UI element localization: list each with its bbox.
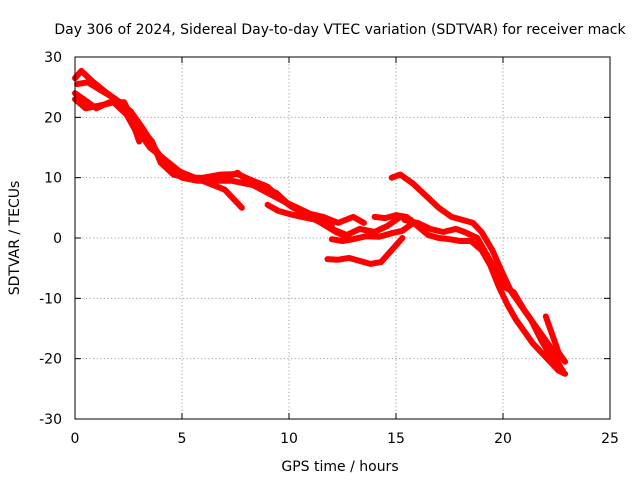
y-tick-label: 20 <box>44 110 62 126</box>
y-axis-label: SDTVAR / TECUs <box>7 181 23 296</box>
x-tick-label: 5 <box>178 431 187 447</box>
y-tick-label: -30 <box>39 412 62 428</box>
x-tick-label: 15 <box>387 431 405 447</box>
axis-ticks: 0 5 10 15 20 25 -30 -20 -10 0 10 20 30 <box>39 50 619 447</box>
series-line-track-10 <box>388 171 566 374</box>
y-tick-label: 0 <box>53 231 62 247</box>
y-tick-label: 30 <box>44 50 62 66</box>
x-tick-label: 25 <box>601 431 619 447</box>
y-tick-label: 10 <box>44 171 62 187</box>
series-line-track-12 <box>542 313 569 365</box>
series-line-track-11 <box>401 216 564 371</box>
data-series <box>72 67 569 377</box>
series-line-track-5 <box>189 169 367 226</box>
series-line-track-6 <box>264 201 414 238</box>
series-line-track-4 <box>72 96 143 145</box>
x-tick-label: 10 <box>280 431 298 447</box>
x-tick-label: 0 <box>71 431 80 447</box>
chart-title: Day 306 of 2024, Sidereal Day-to-day VTE… <box>54 22 626 38</box>
series-line-track-8 <box>324 235 406 267</box>
y-tick-label: -20 <box>39 352 62 368</box>
x-axis-label: GPS time / hours <box>281 459 398 475</box>
y-tick-label: -10 <box>39 291 62 307</box>
x-tick-label: 20 <box>494 431 512 447</box>
series-line-track-7 <box>328 219 417 244</box>
